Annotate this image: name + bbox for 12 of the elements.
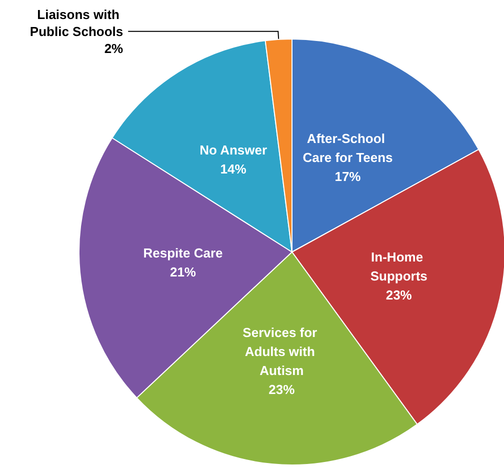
slice-label: In-Home Supports xyxy=(370,249,428,284)
slice-label: No Answer xyxy=(200,142,268,158)
data-label: 23% xyxy=(386,287,412,302)
data-label: 21% xyxy=(170,264,196,280)
slice-label: Services for Adults with Autism xyxy=(242,325,321,378)
data-label: 17% xyxy=(334,169,362,184)
data-label: 2% xyxy=(104,40,124,56)
data-label: 23% xyxy=(268,382,296,398)
data-label: 14% xyxy=(220,162,247,177)
slice-label: Liaisons with Public Schools xyxy=(30,6,124,39)
slice-label: After-School Care for Teens xyxy=(302,131,393,166)
slice-label: Respite Care xyxy=(143,245,223,260)
